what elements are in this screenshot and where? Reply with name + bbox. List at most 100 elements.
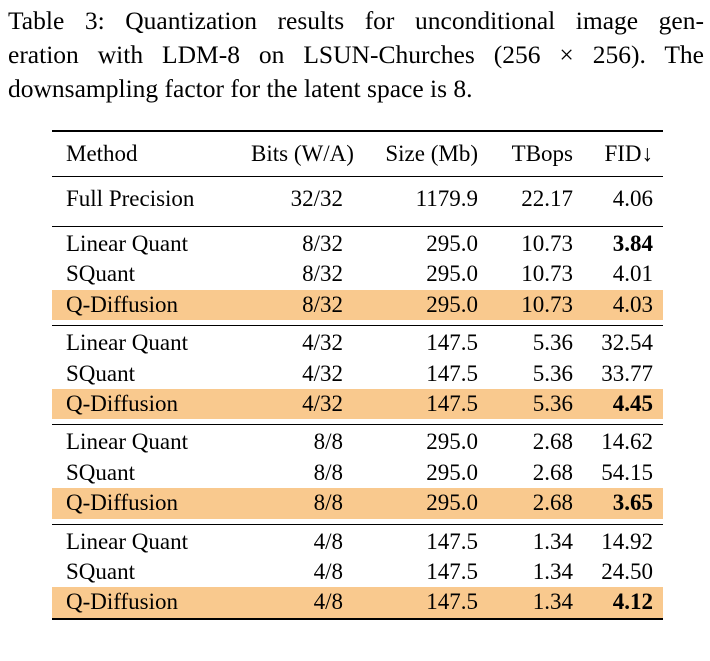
cell-bits: 8/32 <box>302 231 343 256</box>
cell-bits: 4/32 <box>302 330 343 356</box>
cell-method: Linear Quant <box>66 528 188 554</box>
cell-size: 295.0 <box>426 429 478 455</box>
cell-tbops: 5.36 <box>532 390 573 416</box>
cell-fid: 14.92 <box>601 528 653 554</box>
cell-method: SQuant <box>66 261 135 287</box>
top-rule <box>52 130 663 132</box>
cell-fid: 24.50 <box>601 558 653 584</box>
cell-tbops: 1.34 <box>532 528 573 554</box>
table-row: SQuant 4/8 147.5 1.34 24.50 <box>52 557 663 587</box>
header-rule <box>52 176 663 177</box>
cell-method: Q-Diffusion <box>66 490 179 516</box>
group-divider <box>52 325 663 327</box>
cell-bits: 4/32 <box>302 360 343 386</box>
cell-size: 147.5 <box>426 360 478 386</box>
cell-method: Full Precision <box>66 186 195 211</box>
cell-method: SQuant <box>66 459 135 485</box>
cell-bits: 32/32 <box>290 186 343 211</box>
table-row-highlighted: Q-Diffusion 8/8 295.0 2.68 3.65 <box>52 488 663 519</box>
group-divider <box>52 424 663 426</box>
table-row: SQuant 8/32 295.0 10.73 4.01 <box>52 259 663 289</box>
cell-fid: 4.03 <box>612 291 653 317</box>
cell-size: 147.5 <box>426 330 478 356</box>
cell-bits: 8/32 <box>302 261 343 287</box>
row-group: Linear Quant 4/8 147.5 1.34 14.92 SQuant 4/8 14… <box>52 525 663 618</box>
row-group: Linear Quant 8/8 295.0 2.68 14.62 SQuant 8/8 29… <box>52 425 663 519</box>
cell-size: 295.0 <box>426 490 478 516</box>
cell-fid: 33.77 <box>601 360 653 386</box>
table-row-highlighted: Q-Diffusion 8/32 295.0 10.73 4.03 <box>52 289 663 321</box>
bottom-rule <box>52 617 663 620</box>
cell-fid: 14.62 <box>601 429 653 455</box>
cell-bits: 4/8 <box>313 589 343 615</box>
cell-size: 295.0 <box>426 261 478 287</box>
cell-bits: 8/8 <box>313 459 343 485</box>
cell-size: 295.0 <box>426 231 478 256</box>
results-table: Method Bits (W/A) Size (Mb) TBops FID↓ F… <box>52 130 663 620</box>
header-row: Method Bits (W/A) Size (Mb) TBops FID↓ <box>52 132 663 176</box>
cell-tbops: 10.73 <box>521 231 573 256</box>
header-tbops: TBops <box>511 141 573 166</box>
cell-fid: 3.84 <box>612 231 653 256</box>
cell-fid: 32.54 <box>601 330 653 356</box>
header-method: Method <box>66 141 138 166</box>
cell-method: Linear Quant <box>66 429 188 455</box>
cell-method: Q-Diffusion <box>66 589 179 615</box>
cell-fid: 54.15 <box>601 459 653 485</box>
table-row: Linear Quant 4/32 147.5 5.36 32.54 <box>52 328 663 358</box>
cell-method: Linear Quant <box>66 330 188 356</box>
cell-tbops: 2.68 <box>532 490 573 516</box>
table-row: Linear Quant 8/8 295.0 2.68 14.62 <box>52 427 663 457</box>
group-divider <box>52 226 663 227</box>
cell-method: Q-Diffusion <box>66 390 179 416</box>
cell-tbops: 5.36 <box>532 360 573 386</box>
cell-size: 147.5 <box>426 558 478 584</box>
table-row: Linear Quant 4/8 147.5 1.34 14.92 <box>52 527 663 557</box>
cell-size: 147.5 <box>426 528 478 554</box>
cell-method: SQuant <box>66 558 135 584</box>
cell-fid: 3.65 <box>612 490 653 516</box>
header-fid: FID↓ <box>604 141 653 166</box>
table-row: Linear Quant 8/32 295.0 10.73 3.84 <box>52 229 663 259</box>
table-row-highlighted: Q-Diffusion 4/32 147.5 5.36 4.45 <box>52 388 663 420</box>
caption-line-2: eration with LDM-8 on LSUN-Churches (256… <box>8 40 704 69</box>
group-divider <box>52 523 663 525</box>
cell-fid: 4.45 <box>612 390 653 416</box>
cell-bits: 4/32 <box>302 390 343 416</box>
cell-bits: 4/8 <box>313 528 343 554</box>
table-row-full-precision: Full Precision 32/32 1179.9 22.17 4.06 <box>52 177 663 221</box>
table-row: SQuant 4/32 147.5 5.36 33.77 <box>52 359 663 389</box>
cell-tbops: 1.34 <box>532 589 573 615</box>
cell-bits: 8/8 <box>313 490 343 516</box>
cell-bits: 8/8 <box>313 429 343 455</box>
cell-method: Linear Quant <box>66 231 188 256</box>
cell-method: Q-Diffusion <box>66 291 179 317</box>
caption-line-1: Table 3: Quantization results for uncond… <box>8 6 704 35</box>
cell-tbops: 22.17 <box>521 186 573 211</box>
table-row-highlighted: Q-Diffusion 4/8 147.5 1.34 4.12 <box>52 587 663 618</box>
cell-bits: 8/32 <box>302 291 343 317</box>
table-row: SQuant 8/8 295.0 2.68 54.15 <box>52 458 663 488</box>
cell-tbops: 1.34 <box>532 558 573 584</box>
row-group: Linear Quant 8/32 295.0 10.73 3.84 SQuant 8/32… <box>52 227 663 321</box>
cell-size: 295.0 <box>426 291 478 317</box>
cell-size: 147.5 <box>426 390 478 416</box>
header-size: Size (Mb) <box>385 141 478 166</box>
caption-line-3: downsampling factor for the latent space… <box>8 74 473 103</box>
header-bits: Bits (W/A) <box>251 141 354 166</box>
cell-tbops: 2.68 <box>532 459 573 485</box>
cell-fid: 4.12 <box>612 589 653 615</box>
cell-tbops: 10.73 <box>521 261 573 287</box>
cell-bits: 4/8 <box>313 558 343 584</box>
row-group: Linear Quant 4/32 147.5 5.36 32.54 SQuant 4/32… <box>52 326 663 420</box>
cell-size: 295.0 <box>426 459 478 485</box>
cell-size: 147.5 <box>426 589 478 615</box>
cell-fid: 4.01 <box>612 261 653 287</box>
cell-tbops: 2.68 <box>532 429 573 455</box>
cell-tbops: 5.36 <box>532 330 573 356</box>
table-body-groups: Linear Quant 8/32 295.0 10.73 3.84 SQuant 8/32… <box>52 226 663 618</box>
cell-fid: 4.06 <box>612 186 653 211</box>
table-caption: Table 3: Quantization results for uncond… <box>8 4 704 106</box>
cell-tbops: 10.73 <box>521 291 573 317</box>
cell-method: SQuant <box>66 360 135 386</box>
